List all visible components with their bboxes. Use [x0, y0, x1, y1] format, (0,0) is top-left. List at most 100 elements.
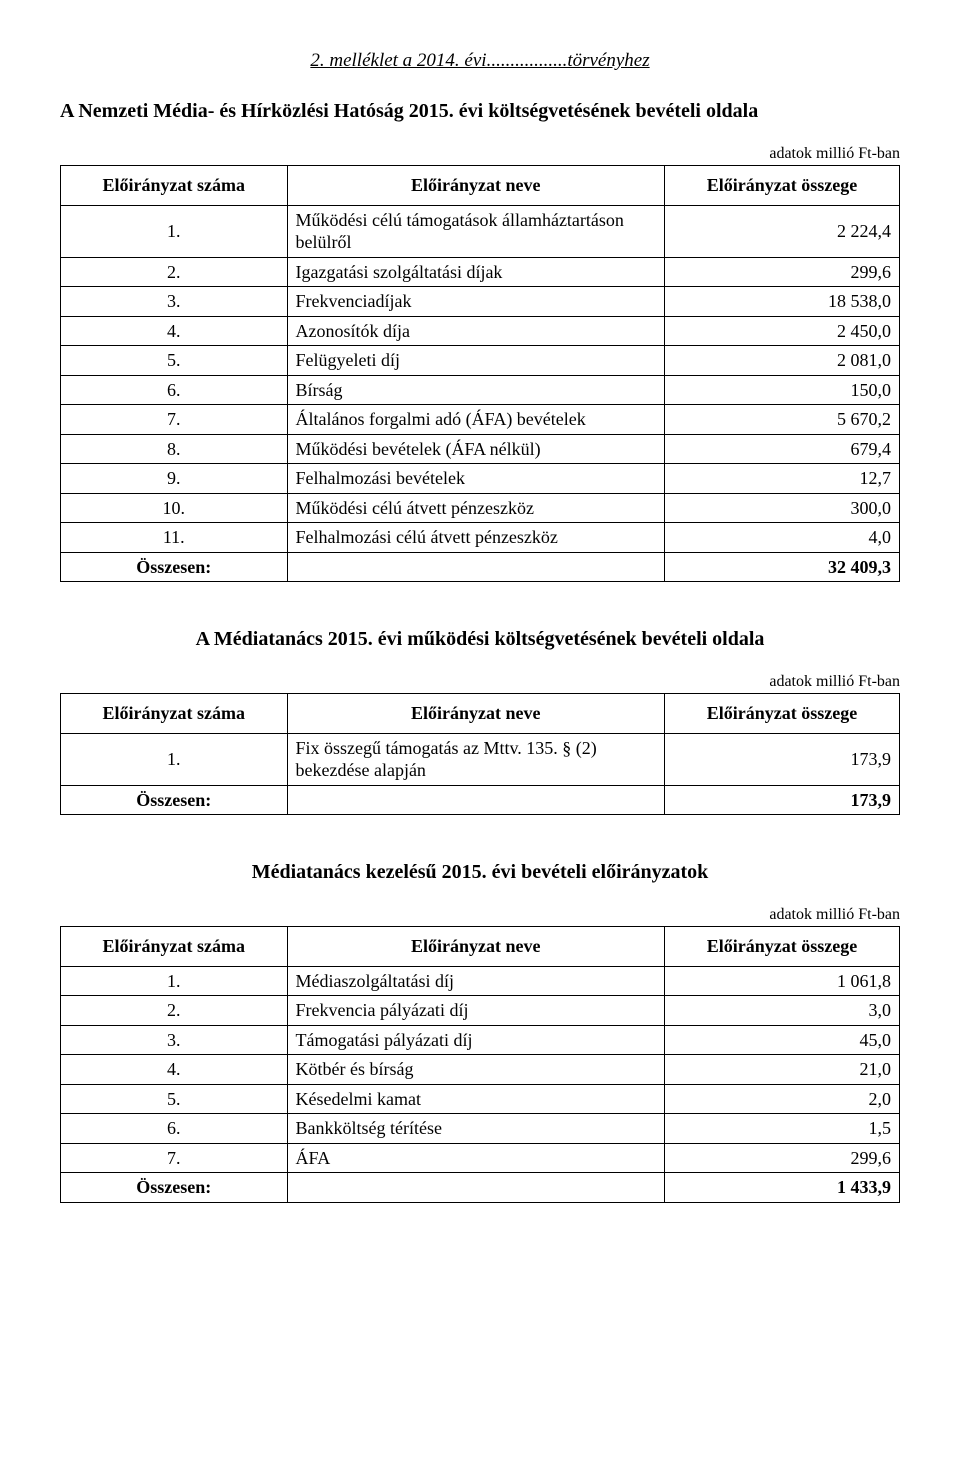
row-name: Működési célú támogatások államháztartás… — [287, 205, 665, 257]
column-header-amt: Előirányzat összege — [665, 166, 900, 206]
column-header-num: Előirányzat száma — [61, 927, 288, 967]
row-amount: 5 670,2 — [665, 405, 900, 435]
table-row: 10.Működési célú átvett pénzeszköz300,0 — [61, 493, 900, 523]
row-amount: 45,0 — [665, 1025, 900, 1055]
row-number: 5. — [61, 346, 288, 376]
table-row: 1.Működési célú támogatások államháztart… — [61, 205, 900, 257]
row-number: 11. — [61, 523, 288, 553]
table-row: 4.Kötbér és bírság21,0 — [61, 1055, 900, 1085]
total-amount: 1 433,9 — [665, 1173, 900, 1203]
row-number: 4. — [61, 316, 288, 346]
row-name: Késedelmi kamat — [287, 1084, 665, 1114]
column-header-num: Előirányzat száma — [61, 694, 288, 734]
table-row: 1.Médiaszolgáltatási díj1 061,8 — [61, 966, 900, 996]
table-row: 5.Késedelmi kamat2,0 — [61, 1084, 900, 1114]
column-header-num: Előirányzat száma — [61, 166, 288, 206]
table-row: 9.Felhalmozási bevételek12,7 — [61, 464, 900, 494]
row-number: 5. — [61, 1084, 288, 1114]
row-name: Felhalmozási célú átvett pénzeszköz — [287, 523, 665, 553]
table-total-row: Összesen: 1 433,9 — [61, 1173, 900, 1203]
table-row: 3.Frekvenciadíjak18 538,0 — [61, 287, 900, 317]
table-row: 6.Bírság150,0 — [61, 375, 900, 405]
row-amount: 12,7 — [665, 464, 900, 494]
table-row: 7.Általános forgalmi adó (ÁFA) bevételek… — [61, 405, 900, 435]
row-name: Felügyeleti díj — [287, 346, 665, 376]
table-row: 6.Bankköltség térítése1,5 — [61, 1114, 900, 1144]
table-row: 11.Felhalmozási célú átvett pénzeszköz4,… — [61, 523, 900, 553]
row-number: 1. — [61, 733, 288, 785]
row-amount: 1 061,8 — [665, 966, 900, 996]
row-number: 4. — [61, 1055, 288, 1085]
budget-table: Előirányzat számaElőirányzat neveElőirán… — [60, 926, 900, 1203]
attachment-title: 2. melléklet a 2014. évi................… — [60, 50, 900, 72]
row-amount: 3,0 — [665, 996, 900, 1026]
total-label: Összesen: — [61, 785, 288, 815]
table-row: 2.Igazgatási szolgáltatási díjak299,6 — [61, 257, 900, 287]
section-title: A Nemzeti Média- és Hírközlési Hatóság 2… — [60, 100, 900, 123]
row-name: Médiaszolgáltatási díj — [287, 966, 665, 996]
row-name: Fix összegű támogatás az Mttv. 135. § (2… — [287, 733, 665, 785]
row-amount: 2,0 — [665, 1084, 900, 1114]
row-name: ÁFA — [287, 1143, 665, 1173]
row-number: 2. — [61, 257, 288, 287]
row-amount: 2 224,4 — [665, 205, 900, 257]
row-name: Bírság — [287, 375, 665, 405]
row-number: 2. — [61, 996, 288, 1026]
row-amount: 4,0 — [665, 523, 900, 553]
row-number: 6. — [61, 375, 288, 405]
row-amount: 2 450,0 — [665, 316, 900, 346]
column-header-amt: Előirányzat összege — [665, 927, 900, 967]
row-amount: 18 538,0 — [665, 287, 900, 317]
total-amount: 173,9 — [665, 785, 900, 815]
row-number: 7. — [61, 405, 288, 435]
total-label: Összesen: — [61, 1173, 288, 1203]
row-name: Bankköltség térítése — [287, 1114, 665, 1144]
column-header-name: Előirányzat neve — [287, 694, 665, 734]
row-amount: 300,0 — [665, 493, 900, 523]
total-label: Összesen: — [61, 552, 288, 582]
row-number: 1. — [61, 205, 288, 257]
row-number: 1. — [61, 966, 288, 996]
total-name-blank — [287, 785, 665, 815]
row-amount: 679,4 — [665, 434, 900, 464]
section-title: Médiatanács kezelésű 2015. évi bevételi … — [60, 861, 900, 884]
row-number: 3. — [61, 1025, 288, 1055]
unit-note: adatok millió Ft-ban — [60, 906, 900, 924]
row-name: Működési célú átvett pénzeszköz — [287, 493, 665, 523]
row-number: 7. — [61, 1143, 288, 1173]
row-name: Támogatási pályázati díj — [287, 1025, 665, 1055]
row-amount: 21,0 — [665, 1055, 900, 1085]
budget-table: Előirányzat számaElőirányzat neveElőirán… — [60, 165, 900, 582]
row-number: 6. — [61, 1114, 288, 1144]
row-name: Kötbér és bírság — [287, 1055, 665, 1085]
total-name-blank — [287, 552, 665, 582]
row-amount: 1,5 — [665, 1114, 900, 1144]
unit-note: adatok millió Ft-ban — [60, 673, 900, 691]
row-name: Általános forgalmi adó (ÁFA) bevételek — [287, 405, 665, 435]
row-number: 8. — [61, 434, 288, 464]
section-title: A Médiatanács 2015. évi működési költség… — [60, 628, 900, 651]
row-name: Felhalmozási bevételek — [287, 464, 665, 494]
row-number: 9. — [61, 464, 288, 494]
row-name: Frekvenciadíjak — [287, 287, 665, 317]
column-header-name: Előirányzat neve — [287, 166, 665, 206]
row-amount: 173,9 — [665, 733, 900, 785]
row-name: Működési bevételek (ÁFA nélkül) — [287, 434, 665, 464]
column-header-name: Előirányzat neve — [287, 927, 665, 967]
row-amount: 150,0 — [665, 375, 900, 405]
table-total-row: Összesen: 173,9 — [61, 785, 900, 815]
row-number: 3. — [61, 287, 288, 317]
budget-table: Előirányzat számaElőirányzat neveElőirán… — [60, 693, 900, 815]
table-row: 1.Fix összegű támogatás az Mttv. 135. § … — [61, 733, 900, 785]
table-row: 5.Felügyeleti díj2 081,0 — [61, 346, 900, 376]
row-name: Igazgatási szolgáltatási díjak — [287, 257, 665, 287]
row-amount: 299,6 — [665, 257, 900, 287]
table-total-row: Összesen: 32 409,3 — [61, 552, 900, 582]
row-amount: 2 081,0 — [665, 346, 900, 376]
total-amount: 32 409,3 — [665, 552, 900, 582]
table-row: 7.ÁFA299,6 — [61, 1143, 900, 1173]
row-name: Frekvencia pályázati díj — [287, 996, 665, 1026]
table-row: 3.Támogatási pályázati díj45,0 — [61, 1025, 900, 1055]
table-row: 2.Frekvencia pályázati díj3,0 — [61, 996, 900, 1026]
row-number: 10. — [61, 493, 288, 523]
